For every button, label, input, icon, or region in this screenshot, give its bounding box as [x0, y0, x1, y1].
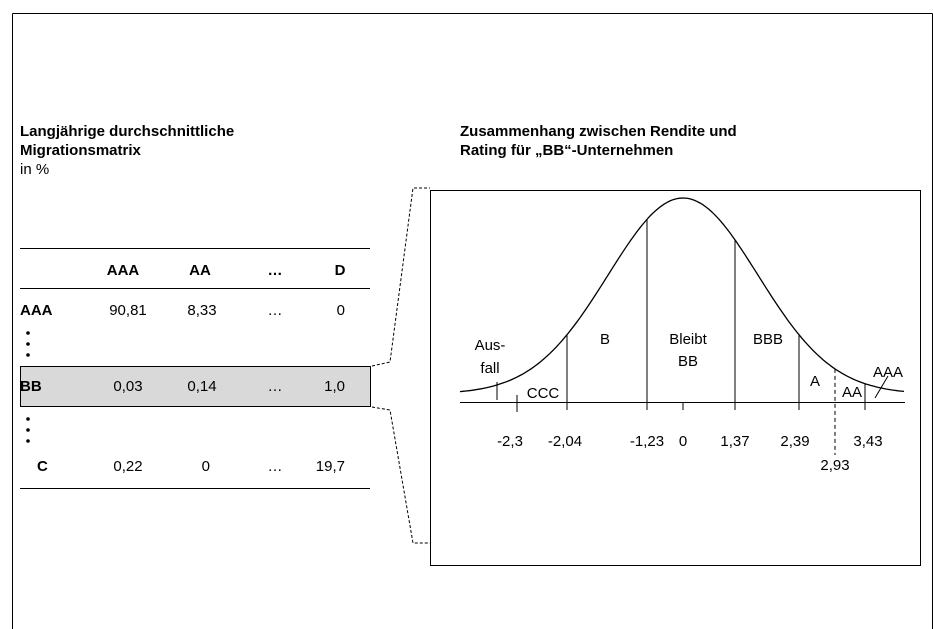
cell: 90,81	[109, 302, 147, 319]
diagram-box	[430, 190, 921, 566]
region-label: fall	[480, 360, 499, 377]
tick-label: 0	[679, 433, 687, 450]
tick-label: -2,3	[497, 433, 523, 450]
left-title: Langjährige durchschnittliche	[20, 123, 234, 140]
region-label: BB	[678, 353, 698, 370]
unit: in %	[20, 161, 49, 178]
tick-label: 1,37	[720, 433, 749, 450]
cell: 0,22	[113, 458, 142, 475]
col-header: D	[335, 262, 346, 279]
tick-label: 3,43	[853, 433, 882, 450]
col-header: AA	[189, 262, 211, 279]
region-label: AAA	[873, 364, 903, 381]
cell: …	[268, 378, 283, 395]
row-header: AAA	[20, 302, 53, 319]
frame	[12, 13, 933, 629]
row-header: BB	[20, 378, 42, 395]
region-label: Bleibt	[669, 331, 707, 348]
cell: 8,33	[187, 302, 216, 319]
region-label: BBB	[753, 331, 783, 348]
region-label: CCC	[527, 385, 560, 402]
region-label: AA	[842, 384, 862, 401]
tick-label: 2,39	[780, 433, 809, 450]
region-label: Aus-	[475, 337, 506, 354]
marker	[874, 375, 889, 399]
right-title: Rating für „BB“-Unternehmen	[460, 142, 673, 159]
cell: …	[268, 302, 283, 319]
cell: 0,03	[113, 378, 142, 395]
col-header: AAA	[107, 262, 140, 279]
cell: 0,14	[187, 378, 216, 395]
cell: 0	[202, 458, 210, 475]
row-header: C	[37, 458, 48, 475]
cell: 1,0	[324, 378, 345, 395]
tick-label: -2,04	[548, 433, 582, 450]
left-title: Migrationsmatrix	[20, 142, 142, 159]
cell: …	[268, 458, 283, 475]
cell: 19,7	[316, 458, 345, 475]
region-label: A	[810, 373, 820, 390]
col-header: …	[268, 262, 283, 279]
tick-label: 2,93	[820, 457, 849, 474]
tick-label: -1,23	[630, 433, 664, 450]
zoom-lines	[371, 187, 430, 544]
right-title: Zusammenhang zwischen Rendite und	[460, 123, 737, 140]
region-label: B	[600, 331, 610, 348]
table-lines	[20, 248, 370, 489]
cell: 0	[337, 302, 345, 319]
normal-curve	[459, 197, 905, 393]
dots	[26, 331, 30, 443]
highlight-row	[20, 366, 371, 407]
